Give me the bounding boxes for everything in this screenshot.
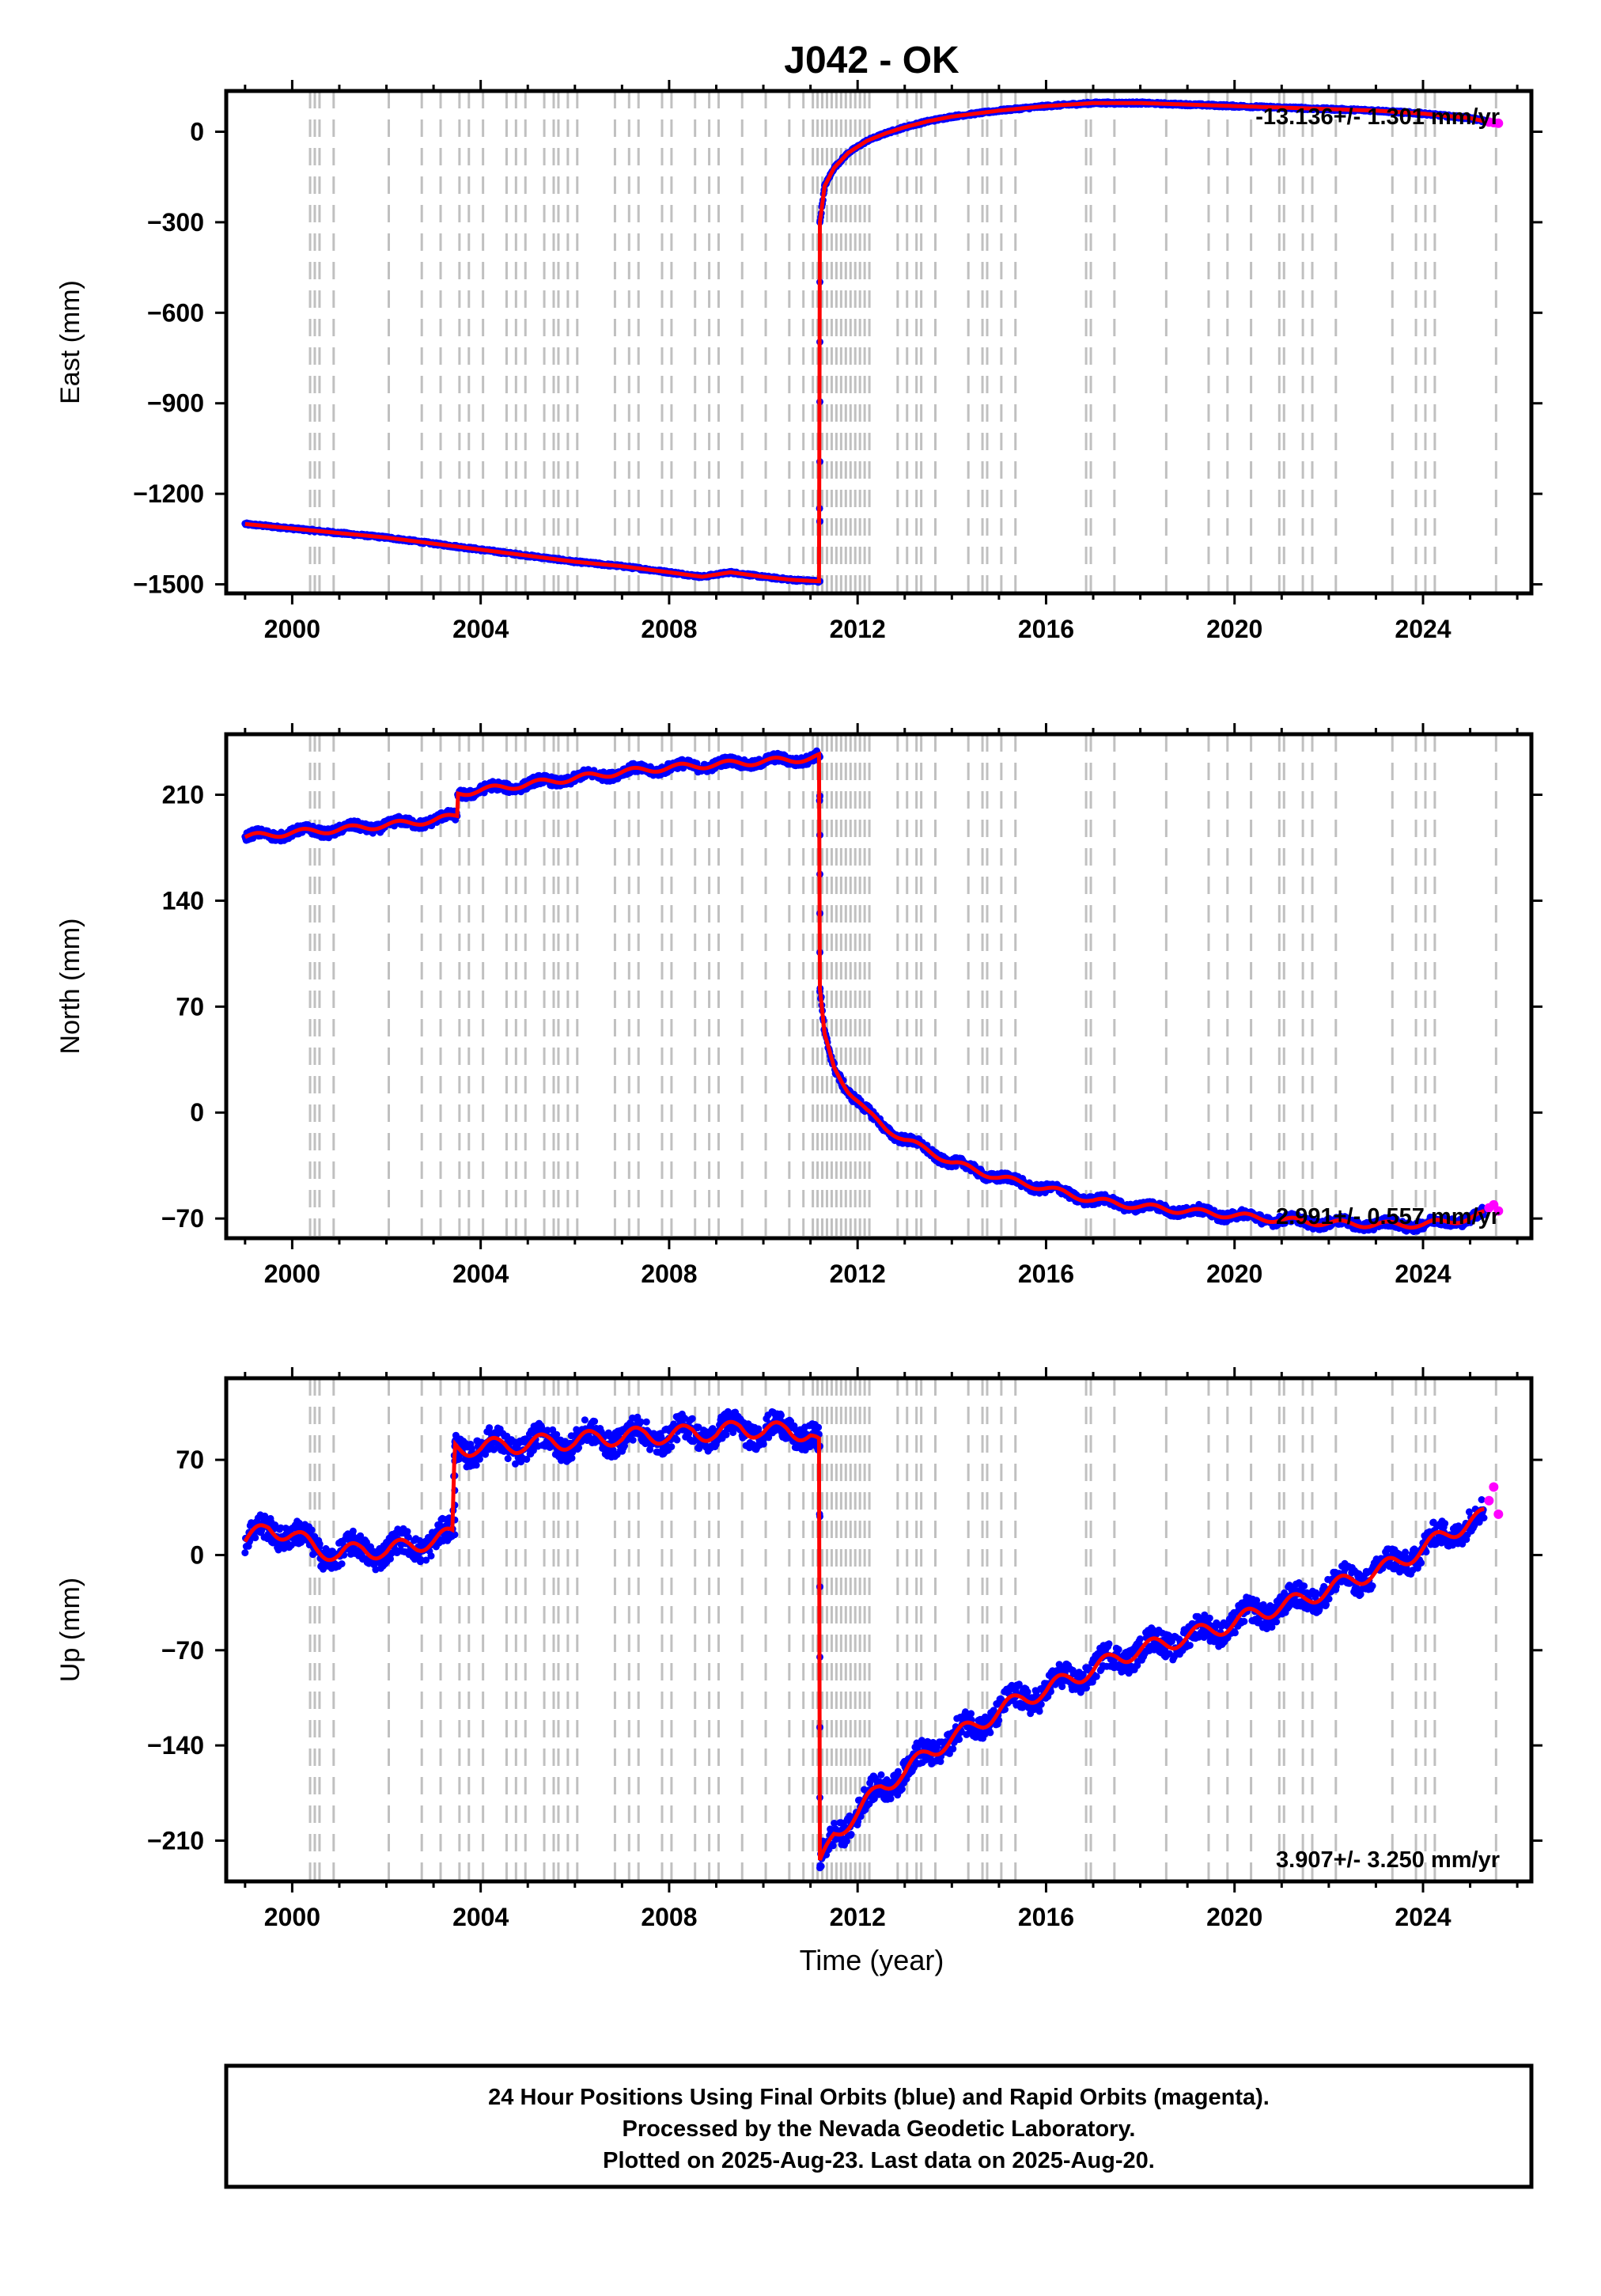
y-tick-label: −600 bbox=[147, 298, 204, 327]
x-axis: 2000 2004 2008 2012 2016 2020 2024 bbox=[244, 723, 1519, 1288]
chart-title: J042 - OK bbox=[784, 40, 959, 81]
y-axis-label: North (mm) bbox=[55, 919, 85, 1055]
event-lines bbox=[308, 91, 1497, 593]
final-orbit-point bbox=[349, 1527, 357, 1535]
panels-group: 2000 2004 2008 2012 2016 2020 2024 0 −300 −600 −90… bbox=[55, 80, 1542, 1931]
x-tick-label: 2000 bbox=[264, 1260, 320, 1288]
x-tick-label: 2020 bbox=[1206, 1260, 1262, 1288]
x-tick-label: 2024 bbox=[1395, 1260, 1451, 1288]
x-tick-label: 2012 bbox=[830, 1260, 886, 1288]
x-tick-label: 2004 bbox=[452, 615, 509, 643]
final-orbit-point bbox=[241, 1549, 249, 1557]
panel-north: 2000 2004 2008 2012 2016 2020 2024 210 140 70 0 −70… bbox=[55, 723, 1542, 1288]
y-tick-label: −70 bbox=[161, 1204, 204, 1233]
y-tick-label: 0 bbox=[190, 117, 204, 146]
x-tick-label: 2024 bbox=[1395, 615, 1451, 643]
y-tick-label: 0 bbox=[190, 1098, 204, 1127]
data-points bbox=[241, 98, 1504, 586]
data-points bbox=[241, 1408, 1504, 1872]
plot-frame bbox=[224, 89, 1534, 596]
panel-east: 2000 2004 2008 2012 2016 2020 2024 0 −300 −600 −90… bbox=[55, 80, 1542, 643]
y-tick-label: 70 bbox=[176, 992, 204, 1021]
x-axis: 2000 2004 2008 2012 2016 2020 2024 bbox=[244, 80, 1519, 643]
x-tick-label: 2020 bbox=[1206, 615, 1262, 643]
y-tick-label: −300 bbox=[147, 208, 204, 237]
x-tick-label: 2008 bbox=[641, 615, 697, 643]
x-tick-label: 2016 bbox=[1018, 615, 1074, 643]
x-tick-label: 2012 bbox=[830, 615, 886, 643]
rate-label: -13.136+/- 1.301 mm/yr bbox=[1255, 104, 1500, 130]
x-tick-label: 2016 bbox=[1018, 1260, 1074, 1288]
y-axis: 0 −300 −600 −900 −1200 −1500 bbox=[133, 117, 1542, 599]
y-tick-label: 210 bbox=[162, 781, 204, 809]
y-tick-label: −900 bbox=[147, 389, 204, 418]
y-tick-label: −1200 bbox=[133, 479, 204, 508]
y-tick-label: 140 bbox=[162, 886, 204, 915]
final-orbit-point bbox=[308, 1526, 316, 1534]
y-tick-label: −1500 bbox=[133, 570, 204, 599]
x-tick-label: 2004 bbox=[452, 1260, 509, 1288]
final-orbit-point bbox=[316, 1540, 324, 1548]
panel-up: 2000 2004 2008 2012 2016 2020 2024700−70−140−2… bbox=[55, 1367, 1542, 1931]
model-line bbox=[244, 100, 1485, 584]
event-lines bbox=[308, 734, 1497, 1238]
x-tick-label: 2008 bbox=[641, 1260, 697, 1288]
x-tick-label: 2000 bbox=[264, 615, 320, 643]
y-axis-label: East (mm) bbox=[55, 280, 85, 404]
final-orbit-point bbox=[338, 1560, 346, 1568]
rate-label: 2.991+/- 0.557 mm/yr bbox=[1276, 1204, 1500, 1229]
final-orbit-point bbox=[252, 1534, 259, 1542]
